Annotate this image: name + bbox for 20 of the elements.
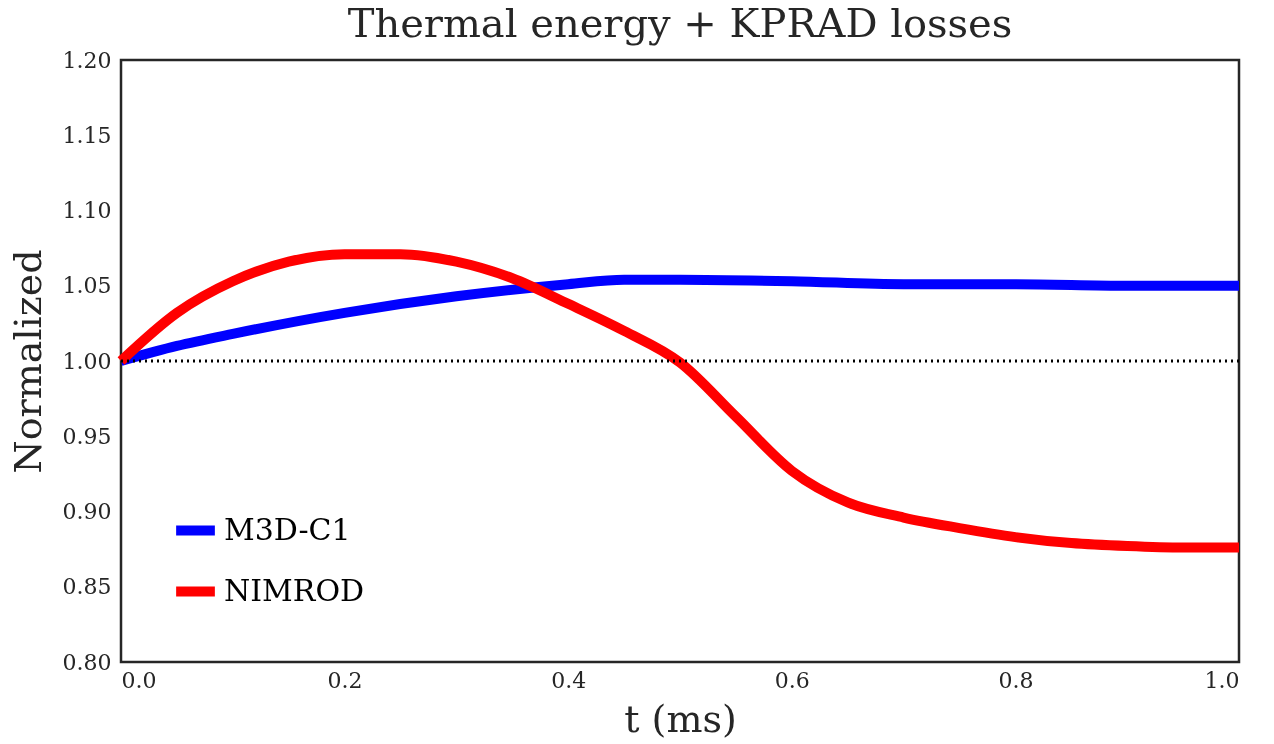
x-tick-label: 0.4: [551, 667, 587, 693]
x-tick-label: 0.8: [998, 667, 1034, 693]
y-tick-label: 1.10: [62, 198, 112, 223]
x-tick-label: 1.0: [1204, 667, 1240, 693]
y-axis-title: Normalized: [5, 249, 50, 474]
y-tick-label: 1.05: [62, 273, 112, 299]
x-axis-title: t (ms): [624, 696, 737, 741]
legend-label: M3D-C1: [224, 511, 351, 547]
legend-label: NIMROD: [224, 572, 365, 608]
y-tick-label: 1.15: [62, 122, 112, 148]
y-tick-label: 0.90: [62, 499, 112, 524]
y-tick-label: 0.95: [62, 423, 112, 449]
y-tick-label: 1.00: [62, 348, 112, 374]
chart-title: Thermal energy + KPRAD losses: [347, 0, 1013, 46]
y-tick-label: 0.80: [62, 649, 112, 675]
x-tick-label: 0.0: [121, 667, 157, 693]
y-tick-label: 1.20: [62, 47, 112, 73]
x-tick-label: 0.2: [327, 667, 363, 693]
x-tick-label: 0.6: [774, 667, 810, 693]
y-tick-label: 0.85: [62, 574, 112, 600]
